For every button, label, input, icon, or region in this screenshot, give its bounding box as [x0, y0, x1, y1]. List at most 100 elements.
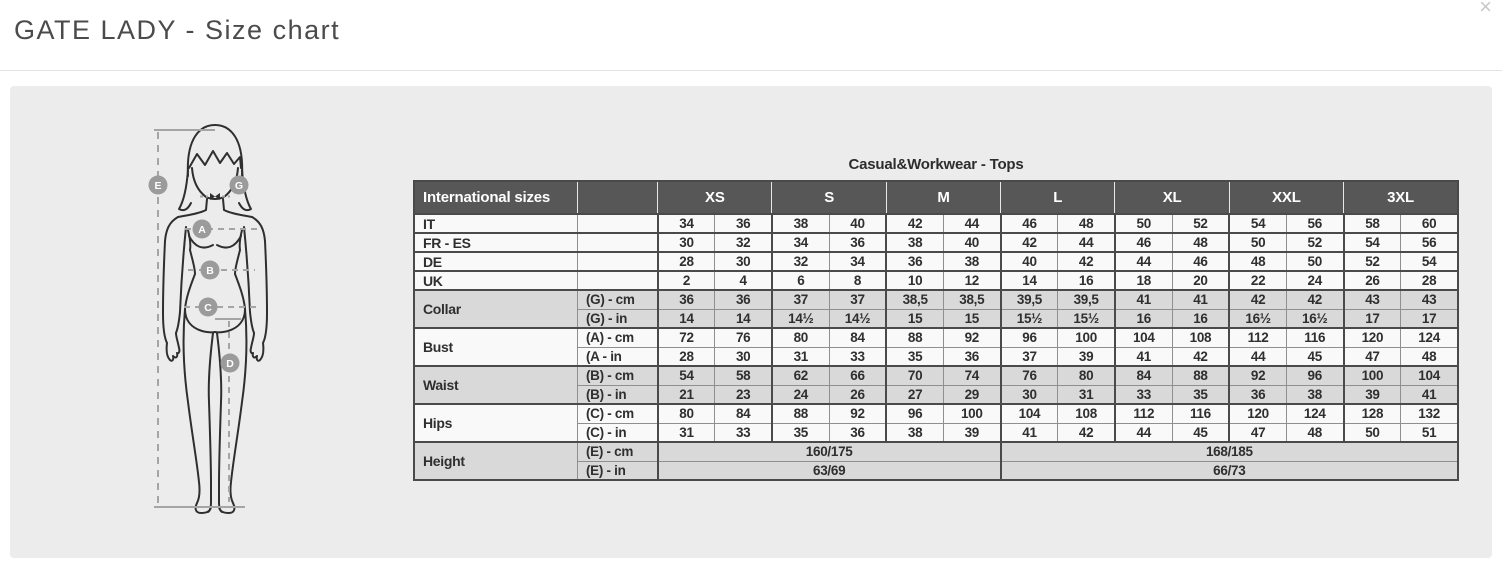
value-cell: 44: [1228, 346, 1287, 367]
value-cell: 17: [1400, 308, 1459, 329]
value-cell: 51: [1400, 422, 1459, 443]
value-cell: 92: [1228, 365, 1287, 386]
value-cell: 43: [1342, 289, 1402, 310]
value-cell: 100: [1342, 365, 1402, 386]
value-cell: 24: [1285, 270, 1345, 291]
measure-label: Bust: [413, 327, 578, 367]
size-column-header: XS: [657, 180, 773, 215]
marker-G: G: [229, 175, 249, 195]
value-cell: 38: [942, 251, 1002, 272]
value-cell: 112: [1113, 403, 1173, 424]
value-cell: 132: [1400, 403, 1459, 424]
value-cell: 30: [714, 251, 773, 272]
value-cell: 74: [942, 365, 1002, 386]
value-cell: 2: [656, 270, 716, 291]
value-cell: 41: [999, 422, 1059, 443]
value-cell: 45: [1285, 346, 1345, 367]
size-column-header: L: [1000, 180, 1116, 215]
size-column-header: XXL: [1228, 180, 1345, 215]
value-cell: 96: [999, 327, 1059, 348]
unit-cell: (G) - cm: [576, 289, 659, 310]
value-cell: 17: [1342, 308, 1402, 329]
table-title: Casual&Workwear - Tops: [848, 156, 1024, 173]
unit-cell: (C) - cm: [576, 403, 659, 424]
value-cell: 42: [1171, 346, 1230, 367]
value-cell: 41: [1400, 384, 1459, 405]
value-cell: 52: [1285, 232, 1345, 253]
measure-row: Waist (B) - cm 54 58 62 66 70 74 76 80 84 88 92 96 100…: [413, 365, 1459, 405]
value-cell: 16½: [1228, 308, 1287, 329]
value-cell: 30: [656, 232, 716, 253]
value-cell: 47: [1228, 422, 1287, 443]
value-cell: 50: [1342, 422, 1402, 443]
value-cell: 42: [885, 213, 944, 234]
value-cell: 39: [942, 422, 1002, 443]
unit-cell-empty: [576, 270, 659, 291]
value-cell: 66: [828, 365, 887, 386]
measure-row: (A - in 28 30 31 33 35 36 37 39 41 42 44 45 47 48: [414, 346, 1459, 367]
value-cell: 39,5: [999, 289, 1059, 310]
size-chart-panel: E G A B C: [10, 86, 1492, 558]
value-cell: 96: [1285, 365, 1345, 386]
value-cell: 21: [656, 384, 716, 405]
collar-bowtie-glyph: [210, 193, 220, 200]
value-cell: 48: [1228, 251, 1287, 272]
size-row: IT 34 36 38 40 42 44 46 48 50 52 54 56 58 60: [413, 213, 1459, 234]
value-cell: 120: [1342, 327, 1402, 348]
value-cell: 34: [828, 251, 887, 272]
value-cell: 35: [885, 346, 944, 367]
value-cell: 52: [1171, 213, 1230, 234]
measure-label: Waist: [413, 365, 578, 405]
svg-text:E: E: [154, 180, 161, 192]
value-cell: 40: [942, 232, 1002, 253]
value-cell: 15: [942, 308, 1002, 329]
value-cell: 96: [885, 403, 944, 424]
value-cell: 40: [828, 213, 887, 234]
table-corner-header: International sizes: [413, 180, 578, 215]
value-cell: 14: [999, 270, 1059, 291]
value-cell: 39: [1342, 384, 1402, 405]
marker-E: E: [148, 175, 168, 195]
value-cell: 14: [714, 308, 773, 329]
value-cell: 50: [1113, 213, 1173, 234]
value-cell: 50: [1228, 232, 1287, 253]
value-cell: 60: [1400, 213, 1459, 234]
value-cell: 100: [1057, 327, 1116, 348]
value-cell: 4: [714, 270, 773, 291]
value-cell: 42: [1057, 251, 1116, 272]
value-cell: 80: [770, 327, 830, 348]
value-cell: 10: [885, 270, 944, 291]
dialog-titlebar: GATE LADY - Size chart ×: [0, 0, 1502, 70]
measure-label: Height: [413, 441, 578, 481]
value-cell: 42: [1228, 289, 1287, 310]
value-cell: 54: [1400, 251, 1459, 272]
value-cell: 80: [1057, 365, 1116, 386]
value-cell: 28: [1400, 270, 1459, 291]
value-cell: 16: [1113, 308, 1173, 329]
value-cell: 48: [1400, 346, 1459, 367]
value-cell: 16½: [1285, 308, 1345, 329]
value-cell: 37: [999, 346, 1059, 367]
value-cell: 62: [770, 365, 830, 386]
value-cell: 124: [1285, 403, 1345, 424]
unit-cell-empty: [576, 251, 659, 272]
value-cell: 88: [770, 403, 830, 424]
value-cell: 33: [1113, 384, 1173, 405]
value-cell: 38: [885, 422, 944, 443]
value-cell: 30: [714, 346, 773, 367]
value-cell: 48: [1171, 232, 1230, 253]
marker-C: C: [198, 297, 218, 317]
value-cell: 36: [714, 289, 773, 310]
value-cell: 28: [656, 251, 716, 272]
unit-cell: (E) - cm: [576, 441, 659, 462]
value-cell: 124: [1400, 327, 1459, 348]
value-cell: 47: [1342, 346, 1402, 367]
value-cell: 6: [770, 270, 830, 291]
value-cell: 14½: [770, 308, 830, 329]
value-cell: 34: [656, 213, 716, 234]
height-span-cell: 160/175: [656, 441, 1002, 462]
value-cell: 44: [942, 213, 1002, 234]
marker-B: B: [200, 260, 220, 280]
value-cell: 42: [999, 232, 1059, 253]
close-icon[interactable]: ×: [1479, 0, 1492, 19]
